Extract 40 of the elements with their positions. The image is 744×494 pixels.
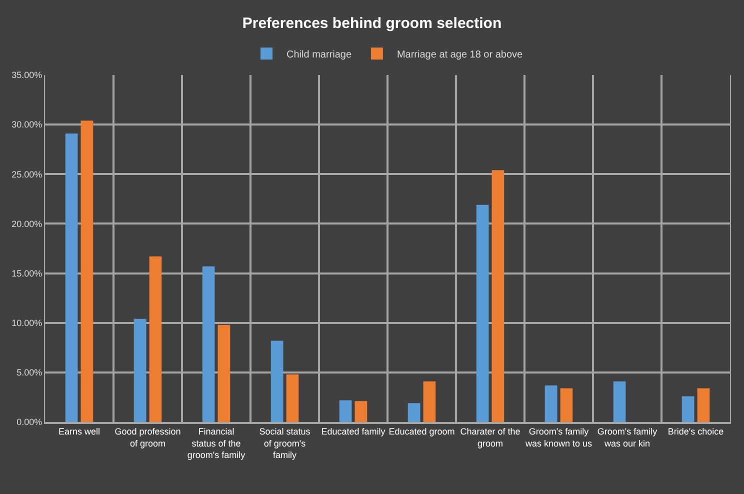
x-tick-label: Groom's family was our kin — [597, 426, 658, 448]
bar — [134, 318, 146, 422]
bar — [423, 381, 436, 422]
x-tick-label: Bride's choice — [668, 426, 724, 437]
bar — [339, 400, 352, 422]
x-tick-label: Charater of the groom — [460, 426, 520, 448]
bar — [218, 324, 230, 422]
x-tick-label: Earns well — [58, 426, 100, 437]
y-tick-label: 20.00% — [12, 218, 42, 229]
bar — [476, 204, 489, 422]
y-tick-label: 5.00% — [16, 368, 42, 378]
bar — [80, 120, 94, 422]
bar — [697, 388, 710, 422]
x-tick-label: Educated family — [321, 426, 386, 437]
bar — [408, 403, 420, 422]
bar — [65, 133, 78, 422]
x-tick-label: Groom's family was known to us — [524, 426, 593, 448]
bar — [149, 256, 162, 422]
y-tick-label: 10.00% — [12, 318, 42, 328]
y-tick-label: 30.00% — [12, 120, 42, 130]
bar — [492, 170, 504, 422]
bar — [544, 385, 558, 422]
x-tick-label: Good profession of groom — [114, 426, 181, 448]
x-tick-label: Financial status of the groom's family — [187, 426, 246, 460]
bar — [354, 401, 368, 422]
bar — [682, 396, 694, 422]
bar — [613, 381, 626, 422]
bar — [270, 340, 284, 422]
y-tick-label: 25.00% — [12, 169, 42, 180]
bar — [286, 374, 299, 422]
chart-title: Preferences behind groom selection — [242, 14, 502, 32]
bar — [560, 388, 573, 422]
y-tick-label: 15.00% — [12, 268, 42, 278]
legend-label: Marriage at age 18 or above — [396, 49, 524, 60]
x-tick-label: Educated groom — [388, 426, 455, 437]
bar — [202, 266, 215, 422]
legend-label: Child marriage — [286, 49, 352, 60]
y-tick-label: 35.00% — [12, 70, 42, 80]
x-tick-label: Social status of groom's family — [259, 426, 311, 460]
y-tick-label: 0.00% — [16, 417, 42, 428]
